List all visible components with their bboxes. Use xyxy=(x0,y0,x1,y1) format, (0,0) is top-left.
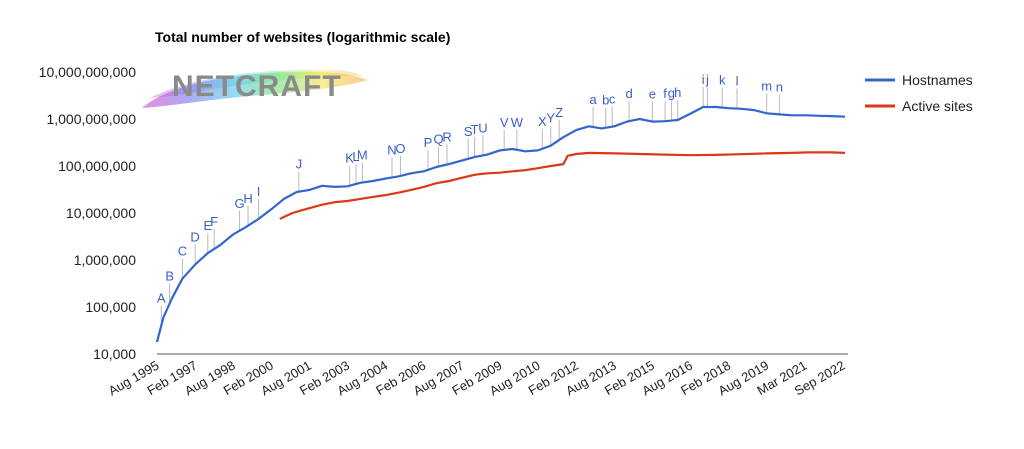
annotation-label-i: i xyxy=(702,72,705,87)
annotation-label-M: M xyxy=(357,147,368,162)
annotation-label-g: g xyxy=(668,86,675,101)
annotation-label-A: A xyxy=(157,291,166,306)
annotation-label-X: X xyxy=(538,114,547,129)
annotation-label-C: C xyxy=(178,244,187,259)
annotation-label-O: O xyxy=(395,141,405,156)
annotation-label-D: D xyxy=(190,230,199,245)
y-tick-label: 10,000 xyxy=(93,346,136,362)
annotation-label-B: B xyxy=(165,268,174,283)
annotation-label-k: k xyxy=(719,73,726,88)
y-tick-label: 1,000,000,000 xyxy=(46,111,136,127)
annotation-label-E: E xyxy=(203,218,212,233)
annotation-label-J: J xyxy=(296,157,303,172)
annotation-label-G: G xyxy=(234,196,244,211)
annotation-label-N: N xyxy=(387,143,396,158)
netcraft-logo-text: NETCRAFT xyxy=(172,70,342,103)
annotation-label-H: H xyxy=(243,191,252,206)
y-tick-label: 10,000,000 xyxy=(66,205,136,221)
annotation-label-a: a xyxy=(589,92,597,107)
annotation-label-L: L xyxy=(352,149,359,164)
annotation-label-P: P xyxy=(424,135,433,150)
y-tick-label: 100,000 xyxy=(85,299,136,315)
annotation-label-e: e xyxy=(649,87,656,102)
annotation-label-W: W xyxy=(511,115,524,130)
series-line-hostnames xyxy=(155,105,846,343)
annotation-label-c: c xyxy=(609,92,616,107)
legend: Hostnames Active sites xyxy=(865,72,973,114)
y-tick-label: 100,000,000 xyxy=(58,158,136,174)
legend-label-active-sites: Active sites xyxy=(902,98,973,114)
annotation-label-K: K xyxy=(345,151,354,166)
y-tick-label: 1,000,000 xyxy=(74,252,136,268)
annotation-label-j: j xyxy=(705,72,709,87)
annotation-label-Y: Y xyxy=(546,111,555,126)
annotation-label-n: n xyxy=(776,79,783,94)
annotation-label-Q: Q xyxy=(433,132,443,147)
annotation-label-V: V xyxy=(500,115,509,130)
y-tick-label: 10,000,000,000 xyxy=(39,64,137,80)
annotation-label-U: U xyxy=(478,120,487,135)
y-axis: 10,000 100,000 1,000,000 10,000,000 100,000,… xyxy=(39,64,137,362)
annotation-label-m: m xyxy=(761,78,772,93)
annotation-label-F: F xyxy=(210,214,218,229)
annotation-label-R: R xyxy=(442,130,451,145)
annotation-label-d: d xyxy=(625,86,632,101)
annotation-label-l: l xyxy=(736,74,739,89)
annotation-label-h: h xyxy=(674,85,681,100)
annotation-label-I: I xyxy=(257,184,261,199)
annotation-label-b: b xyxy=(602,93,609,108)
series-lines xyxy=(155,105,846,343)
annotation-label-T: T xyxy=(471,122,479,137)
netcraft-logo: NETCRAFT xyxy=(142,69,368,108)
legend-label-hostnames: Hostnames xyxy=(902,72,973,88)
chart-title: Total number of websites (logarithmic sc… xyxy=(155,29,450,45)
annotation-label-f: f xyxy=(663,86,667,101)
annotation-label-Z: Z xyxy=(555,105,563,120)
series-line-active-sites xyxy=(279,151,846,220)
annotation-label-S: S xyxy=(464,124,473,139)
